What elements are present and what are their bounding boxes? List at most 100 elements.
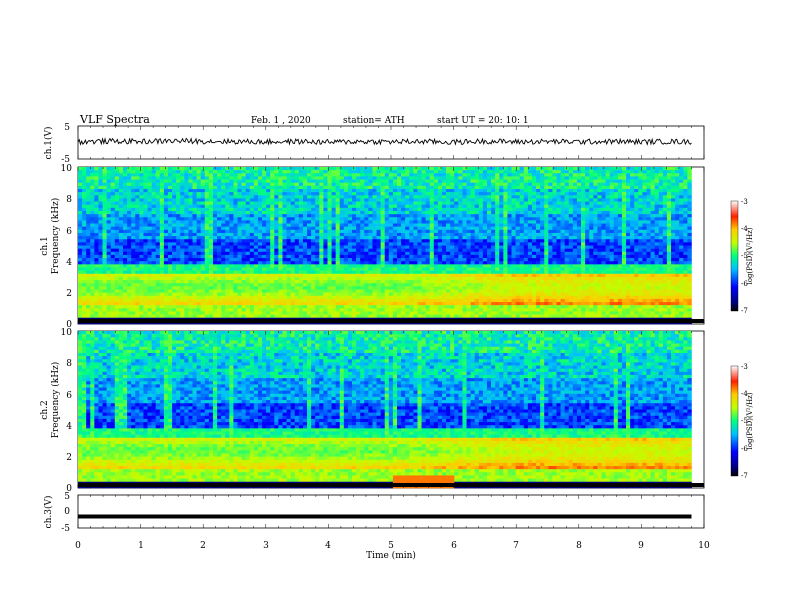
spectrogram-cell [159,273,165,278]
spectrogram-cell [339,226,345,231]
spectrogram-cell [217,176,222,180]
spectrogram-cell [425,210,431,215]
spectrogram-cell [212,248,218,253]
spectrogram-cell [110,217,116,221]
spectrogram-cell [78,298,83,303]
spectrogram-cell [106,264,112,268]
spectrogram-cell [217,232,222,237]
spectrogram-cell [311,195,316,199]
spectrogram-cell [86,188,91,193]
spectrogram-cell [229,270,234,275]
spectrogram-cell [360,308,365,312]
spectrogram-cell [315,242,320,246]
spectrogram-cell [392,298,398,303]
spectrogram-cell [90,308,95,312]
spectrogram-cell [417,173,422,177]
spectrogram-cell [364,280,369,284]
spectrogram-cell [86,311,91,315]
spectrogram-cell [208,267,214,271]
spectrogram-cell [82,214,87,218]
spectrogram-cell [159,261,165,265]
spectrogram-cell [278,264,283,268]
spectrogram-cell [102,245,107,249]
spectrogram-cell [290,195,296,199]
spectrogram-cell [266,188,271,193]
spectrogram-cell [397,217,402,221]
spectrogram-cell [442,204,447,209]
spectrogram-cell [147,311,152,315]
spectrogram-cell [429,239,435,243]
spectrogram-cell [458,308,463,312]
spectrogram-cell [221,245,226,249]
spectrogram-cell [192,201,197,205]
spectrogram-cell [282,239,287,243]
spectrogram-cell [446,201,451,205]
spectrogram-cell [323,195,328,199]
spectrogram-cell [221,170,226,174]
spectrogram-cell [159,289,165,293]
spectrogram-cell [114,248,120,253]
spectrogram-cell [167,289,173,293]
spectrogram-cell [147,217,152,221]
spectrogram-cell [413,201,418,205]
spectrogram-cell [442,226,447,231]
spectrogram-cell [237,239,242,243]
spectrogram-cell [282,276,287,281]
spectrogram-cell [143,201,148,205]
spectrogram-cell [217,264,222,268]
spectrogram-cell [380,242,386,246]
spectrogram-cell [86,198,91,202]
spectrogram-cell [392,302,398,306]
spectrogram-cell [425,289,431,293]
spectrogram-cell [94,245,99,249]
spectrogram-cell [442,207,447,212]
spectrogram-cell [388,264,394,268]
spectrogram-cell [446,176,451,180]
spectrogram-cell [327,270,332,275]
spectrogram-cell [417,273,422,278]
spectrogram-cell [380,214,386,218]
spectrogram-cell [352,258,357,262]
spectrogram-cell [323,236,328,240]
spectrogram-cell [241,302,246,306]
spectrogram-cell [167,242,173,246]
spectrogram-cell [331,264,336,268]
spectrogram-cell [466,302,471,306]
spectrogram-cell [155,192,161,196]
spectrogram-cell [319,226,324,231]
spectrogram-cell [90,236,95,240]
spectrogram-cell [347,289,353,293]
spectrogram-cell [217,280,222,284]
spectrogram-cell [266,314,271,319]
spectrogram-cell [249,173,255,177]
spectrogram-cell [462,305,467,309]
spectrogram-cell [356,214,361,218]
spectrogram-cell [347,239,353,243]
spectrogram-cell [380,311,386,315]
spectrogram-cell [380,302,386,306]
spectrogram-cell [478,273,484,278]
spectrogram-cell [204,258,210,262]
spectrogram-cell [450,254,455,259]
spectrogram-cell [474,214,480,218]
spectrogram-cell [454,179,459,183]
spectrogram-cell [151,232,157,237]
spectrogram-cell [298,314,304,319]
spectrogram-cell [352,192,357,196]
spectrogram-cell [208,201,214,205]
spectrogram-cell [450,220,455,224]
spectrogram-cell [90,251,95,256]
spectrogram-cell [388,251,394,256]
spectrogram-cell [78,258,83,262]
spectrogram-cell [114,207,120,212]
spectrogram-cell [212,261,218,265]
spectrogram-cell [221,289,226,293]
date-label: Feb. 1 , 2020 [251,116,311,126]
spectrogram-cell [315,204,320,209]
spectrogram-cell [421,232,426,237]
spectrogram-cell [208,167,214,171]
spectrogram-cell [151,283,157,287]
spectrogram-cell [474,207,480,212]
spectrogram-cell [257,226,263,231]
spectrogram-cell [327,192,332,196]
